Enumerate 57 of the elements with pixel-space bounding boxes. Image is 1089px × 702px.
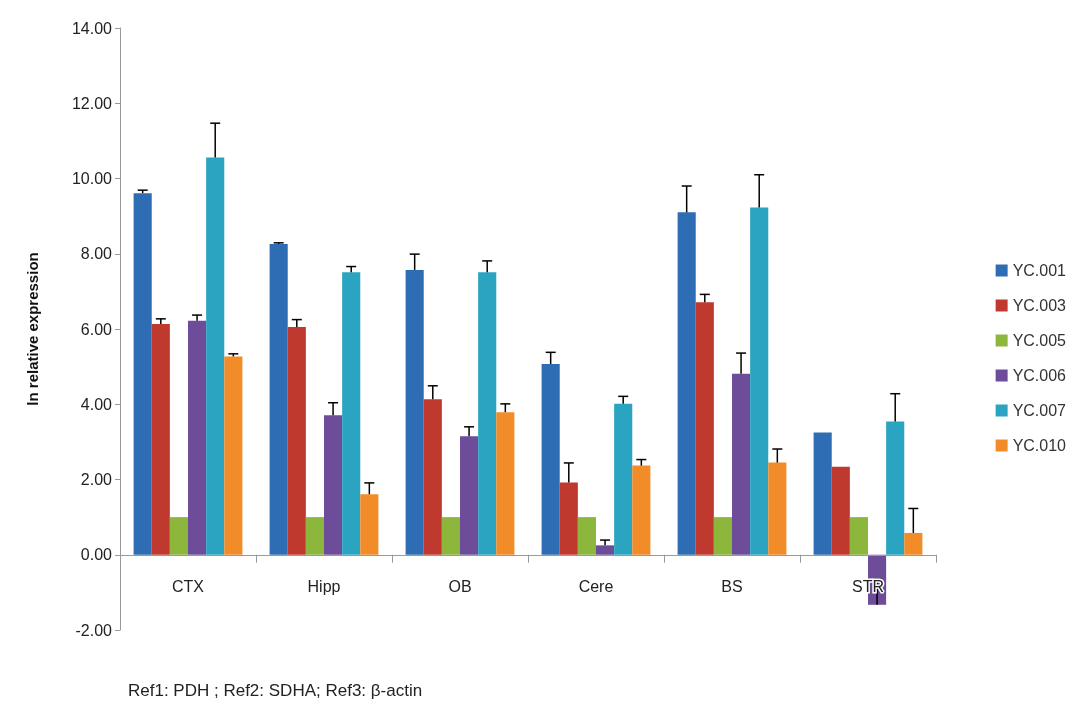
bar (632, 465, 651, 555)
y-tick-label: 0.00 (80, 546, 113, 564)
bar (831, 466, 850, 555)
bar (768, 462, 787, 555)
y-tick-label: 8.00 (80, 245, 113, 263)
bar (577, 517, 596, 555)
y-tick-label: 2.00 (80, 471, 113, 488)
bar (441, 517, 460, 555)
bar (460, 436, 479, 555)
y-axis-title: ln relative expression (24, 252, 41, 406)
bar (169, 517, 188, 555)
bar (541, 363, 560, 555)
bar (596, 545, 615, 555)
y-tick-label: 4.00 (80, 395, 113, 413)
bar (813, 432, 832, 555)
bar (849, 517, 868, 555)
bar (287, 327, 306, 555)
y-tick-label: 10.00 (71, 170, 113, 187)
bar (305, 517, 324, 555)
bar (342, 272, 361, 555)
legend-label: YC.006 (1012, 367, 1067, 384)
y-tick-label: 12.00 (71, 94, 113, 112)
bar (677, 212, 696, 555)
x-tick-label: Hipp (307, 577, 341, 595)
bar (206, 157, 225, 555)
bar (886, 421, 905, 555)
bar (405, 269, 424, 555)
bar (713, 517, 732, 555)
bar (224, 356, 243, 555)
bar (188, 320, 207, 555)
bar (614, 403, 633, 555)
bar (324, 415, 343, 555)
x-tick-label: OB (448, 577, 472, 595)
x-tick-label: CTX (172, 577, 205, 595)
bar (496, 412, 515, 555)
bar (750, 207, 769, 555)
y-tick-label: 6.00 (80, 320, 113, 338)
y-tick-label: -2.00 (75, 621, 113, 639)
bar (269, 243, 288, 555)
bar (360, 494, 379, 555)
bar (133, 193, 152, 555)
bar (151, 324, 170, 555)
legend-label: YC.007 (1012, 402, 1067, 419)
legend-label: YC.003 (1012, 297, 1067, 314)
y-tick-label: 14.00 (71, 19, 113, 37)
bar (478, 272, 497, 555)
bar (904, 532, 923, 555)
bar (559, 482, 578, 555)
text: Ref1: PDH ; Ref2: SDHA; Ref3: β-actin (128, 681, 423, 700)
legend-label: YC.001 (1012, 262, 1067, 279)
x-tick-label: Cere (578, 577, 614, 595)
bar (732, 373, 751, 555)
bar (695, 302, 714, 555)
bar (423, 399, 442, 555)
legend-label: YC.005 (1012, 332, 1067, 349)
x-tick-label: BS (721, 577, 743, 595)
legend-label: YC.010 (1012, 437, 1067, 454)
